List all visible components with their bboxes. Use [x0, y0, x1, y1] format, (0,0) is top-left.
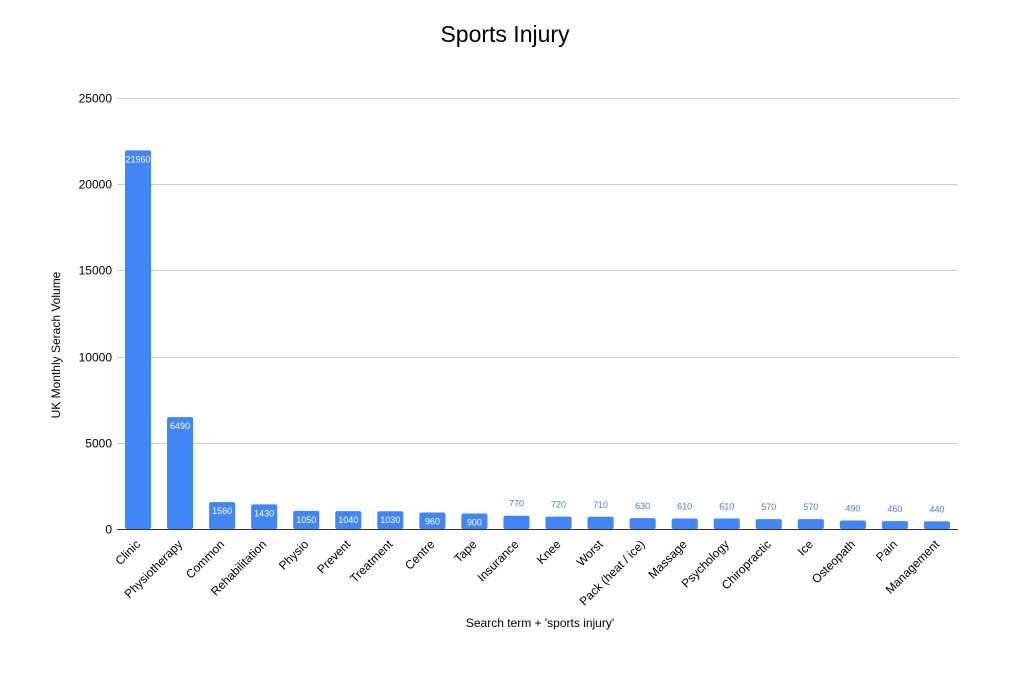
data-label: 6490 [170, 421, 190, 431]
y-tick-label: 20000 [79, 178, 113, 192]
data-label: 610 [677, 501, 692, 511]
bar [629, 518, 656, 529]
bar [251, 504, 278, 529]
x-tick-label: Knee [534, 537, 564, 567]
bar [167, 417, 194, 529]
x-axis-label: Search term + 'sports injury' [466, 616, 614, 630]
bar [713, 518, 740, 529]
bar [671, 518, 698, 529]
bar [881, 521, 908, 529]
bar [545, 516, 572, 529]
data-label: 960 [425, 516, 440, 526]
bar [209, 502, 236, 529]
bar [124, 150, 152, 529]
x-tick-label: Pain [873, 537, 900, 564]
data-label: 440 [929, 504, 944, 514]
bar [503, 515, 530, 529]
x-tick-label: Insurance [474, 537, 521, 584]
data-label: 21960 [126, 154, 151, 164]
data-label: 1030 [380, 515, 400, 525]
bar [377, 511, 404, 529]
y-tick-label: 25000 [79, 92, 113, 106]
data-label: 900 [467, 517, 482, 527]
bars [124, 150, 951, 529]
bar [923, 521, 951, 529]
y-axis-ticks: 0 5000 10000 15000 20000 25000 [79, 92, 113, 537]
bar [335, 511, 362, 529]
x-tick-label: Osteopath [809, 537, 858, 586]
bar [419, 512, 446, 529]
x-tick-label: Clinic [112, 537, 143, 568]
x-tick-label: Treatment [347, 537, 396, 586]
data-label: 570 [761, 502, 776, 512]
bar [461, 513, 488, 529]
gridlines [117, 98, 958, 444]
data-label: 1050 [296, 515, 316, 525]
y-tick-label: 10000 [79, 351, 113, 365]
y-tick-label: 0 [105, 523, 112, 537]
data-label: 490 [845, 504, 860, 514]
x-tick-label: Prevent [314, 537, 354, 577]
bar [293, 510, 320, 529]
bar [587, 516, 614, 529]
data-label: 720 [551, 500, 566, 510]
data-label: 1430 [254, 508, 274, 518]
data-labels: 21960 6490 1560 1430 1050 1040 1030 960 900 770 72… [126, 154, 945, 527]
bar [755, 519, 782, 529]
data-label: 1040 [338, 515, 358, 525]
x-tick-label: Ice [795, 537, 816, 558]
data-label: 610 [719, 501, 734, 511]
x-tick-label: Centre [402, 537, 438, 573]
data-label: 460 [887, 504, 902, 514]
y-tick-label: 15000 [79, 264, 113, 278]
data-label: 770 [509, 499, 524, 509]
y-tick-label: 5000 [85, 437, 112, 451]
x-tick-label: Tape [451, 537, 480, 566]
data-label: 1560 [212, 506, 232, 516]
bar [797, 519, 824, 529]
data-label: 570 [803, 502, 818, 512]
y-axis-label: UK Monthly Serach Volume [49, 271, 63, 418]
data-label: 630 [635, 501, 650, 511]
x-tick-label: Worst [574, 537, 606, 569]
data-label: 710 [593, 500, 608, 510]
bar [839, 520, 866, 529]
chart-title: Sports Injury [440, 21, 570, 47]
x-tick-label: Physio [276, 537, 312, 573]
